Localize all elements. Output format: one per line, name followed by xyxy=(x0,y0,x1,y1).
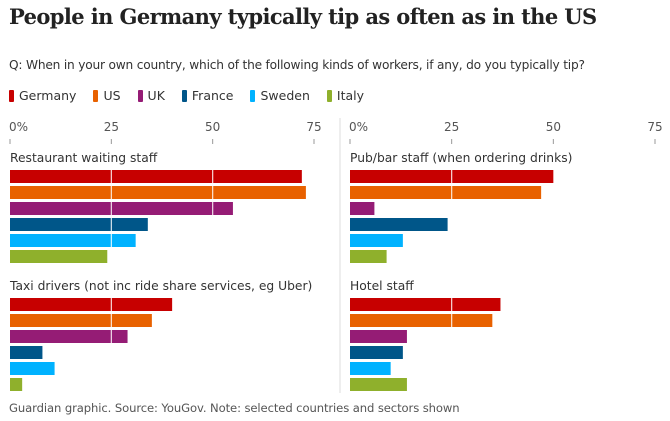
chart-title: People in Germany typically tip as often… xyxy=(9,4,597,29)
panel-title: Hotel staff xyxy=(350,279,414,293)
legend-swatch xyxy=(137,89,143,102)
bar-germany xyxy=(350,298,501,311)
x-tick-label: 50 xyxy=(205,120,220,134)
legend-label: US xyxy=(103,88,121,103)
x-tick-label: 75 xyxy=(647,120,662,134)
bar-uk xyxy=(350,202,375,215)
bar-sweden xyxy=(10,234,136,247)
panel-title: Pub/bar staff (when ordering drinks) xyxy=(350,151,572,165)
bar-france xyxy=(350,218,448,231)
legend-swatch xyxy=(93,89,99,102)
bar-sweden xyxy=(350,362,391,375)
bar-italy xyxy=(350,378,407,391)
bar-uk xyxy=(350,330,407,343)
x-tick-label: 25 xyxy=(104,120,119,134)
legend-swatch xyxy=(326,89,332,102)
bar-sweden xyxy=(10,362,55,375)
bar-uk xyxy=(10,330,128,343)
x-tick-label: 75 xyxy=(306,120,321,134)
x-tick-label: 0% xyxy=(349,120,368,134)
bar-germany xyxy=(10,170,302,183)
legend-label: Germany xyxy=(19,88,77,103)
legend-label: UK xyxy=(147,88,165,103)
bar-us xyxy=(350,186,542,199)
legend-item-us: US xyxy=(93,88,121,103)
legend-item-sweden: Sweden xyxy=(250,88,310,103)
legend-item-uk: UK xyxy=(137,88,165,103)
bar-us xyxy=(10,314,152,327)
legend-swatch xyxy=(9,89,14,102)
bar-italy xyxy=(10,378,23,391)
legend-swatch xyxy=(181,89,187,102)
x-tick-label: 0% xyxy=(9,120,28,134)
panel-title: Taxi drivers (not inc ride share service… xyxy=(9,279,312,293)
bar-us xyxy=(350,314,493,327)
bar-france xyxy=(350,346,403,359)
bar-italy xyxy=(10,250,108,263)
bar-germany xyxy=(10,298,173,311)
bar-sweden xyxy=(350,234,403,247)
bar-us xyxy=(10,186,306,199)
x-tick-label: 50 xyxy=(546,120,561,134)
legend-swatch xyxy=(250,89,256,102)
x-tick-label: 25 xyxy=(444,120,459,134)
legend-label: Sweden xyxy=(260,88,310,103)
bar-italy xyxy=(350,250,387,263)
bar-france xyxy=(10,346,43,359)
chart-subtitle: Q: When in your own country, which of th… xyxy=(9,58,585,72)
panel-title: Restaurant waiting staff xyxy=(10,151,158,165)
legend: Germany US UK France Sweden Italy xyxy=(9,88,381,103)
legend-item-italy: Italy xyxy=(326,88,365,103)
legend-label: France xyxy=(191,88,234,103)
source-note: Guardian graphic. Source: YouGov. Note: … xyxy=(9,401,460,415)
bar-france xyxy=(10,218,148,231)
legend-item-france: France xyxy=(181,88,234,103)
bar-uk xyxy=(10,202,233,215)
legend-item-germany: Germany xyxy=(9,88,76,103)
legend-label: Italy xyxy=(336,88,365,103)
